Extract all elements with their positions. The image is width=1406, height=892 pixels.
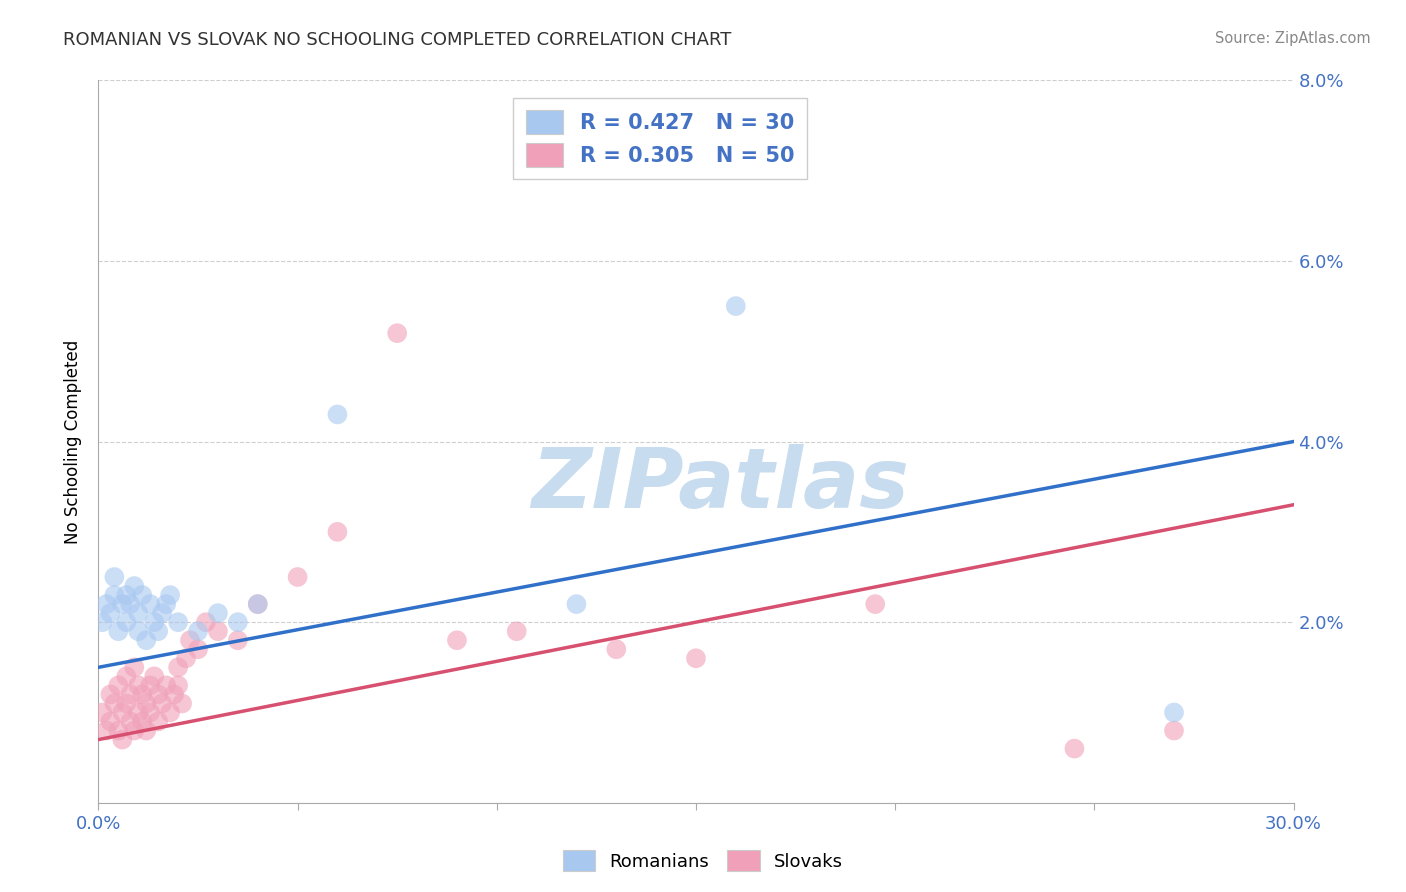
Point — [131, 714, 153, 729]
Point — [107, 678, 129, 692]
Point — [167, 660, 190, 674]
Point — [139, 597, 162, 611]
Point — [207, 606, 229, 620]
Point — [865, 597, 887, 611]
Point — [115, 669, 138, 683]
Point — [226, 633, 249, 648]
Point — [127, 678, 149, 692]
Point — [98, 606, 122, 620]
Point — [506, 624, 529, 639]
Point — [91, 615, 114, 630]
Point — [96, 723, 118, 738]
Point — [174, 651, 197, 665]
Point — [139, 678, 162, 692]
Point — [565, 597, 588, 611]
Point — [150, 606, 173, 620]
Point — [155, 597, 177, 611]
Point — [326, 524, 349, 539]
Point — [195, 615, 218, 630]
Point — [120, 714, 142, 729]
Text: ROMANIAN VS SLOVAK NO SCHOOLING COMPLETED CORRELATION CHART: ROMANIAN VS SLOVAK NO SCHOOLING COMPLETE… — [63, 31, 731, 49]
Point — [120, 597, 142, 611]
Point — [226, 615, 249, 630]
Point — [143, 669, 166, 683]
Point — [124, 579, 146, 593]
Point — [246, 597, 269, 611]
Point — [1063, 741, 1085, 756]
Point — [135, 633, 157, 648]
Point — [91, 706, 114, 720]
Point — [159, 588, 181, 602]
Point — [115, 697, 138, 711]
Point — [148, 714, 170, 729]
Point — [120, 687, 142, 701]
Legend: R = 0.427   N = 30, R = 0.305   N = 50: R = 0.427 N = 30, R = 0.305 N = 50 — [513, 98, 807, 179]
Point — [326, 408, 349, 422]
Point — [179, 633, 201, 648]
Point — [115, 615, 138, 630]
Point — [163, 687, 186, 701]
Point — [1163, 723, 1185, 738]
Point — [107, 624, 129, 639]
Point — [124, 660, 146, 674]
Y-axis label: No Schooling Completed: No Schooling Completed — [65, 340, 83, 543]
Point — [111, 732, 134, 747]
Point — [159, 706, 181, 720]
Point — [143, 615, 166, 630]
Point — [1163, 706, 1185, 720]
Point — [98, 714, 122, 729]
Text: Source: ZipAtlas.com: Source: ZipAtlas.com — [1215, 31, 1371, 46]
Point — [127, 606, 149, 620]
Point — [187, 624, 209, 639]
Text: ZIPatlas: ZIPatlas — [531, 444, 908, 525]
Point — [111, 706, 134, 720]
Point — [103, 697, 125, 711]
Point — [98, 687, 122, 701]
Point — [115, 588, 138, 602]
Point — [135, 723, 157, 738]
Point — [139, 706, 162, 720]
Point — [446, 633, 468, 648]
Point — [96, 597, 118, 611]
Point — [207, 624, 229, 639]
Point — [124, 723, 146, 738]
Point — [385, 326, 409, 340]
Point — [148, 624, 170, 639]
Point — [167, 678, 190, 692]
Point — [685, 651, 707, 665]
Point — [111, 597, 134, 611]
Point — [148, 687, 170, 701]
Point — [287, 570, 309, 584]
Point — [103, 588, 125, 602]
Point — [246, 597, 269, 611]
Point — [127, 624, 149, 639]
Point — [131, 687, 153, 701]
Point — [150, 697, 173, 711]
Point — [724, 299, 747, 313]
Point — [103, 570, 125, 584]
Point — [167, 615, 190, 630]
Point — [172, 697, 194, 711]
Point — [135, 697, 157, 711]
Point — [605, 642, 627, 657]
Point — [107, 723, 129, 738]
Point — [187, 642, 209, 657]
Point — [131, 588, 153, 602]
Legend: Romanians, Slovaks: Romanians, Slovaks — [555, 843, 851, 879]
Point — [127, 706, 149, 720]
Point — [155, 678, 177, 692]
